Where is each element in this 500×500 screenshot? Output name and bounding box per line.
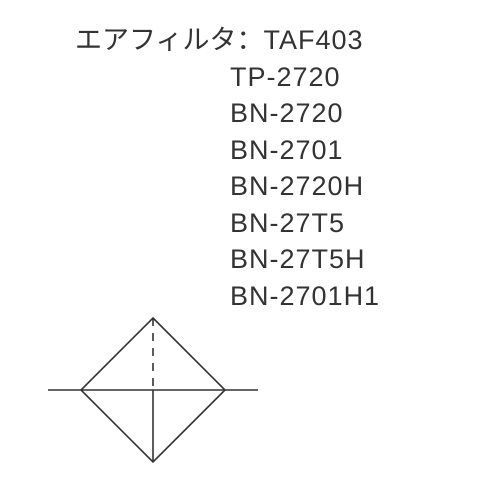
filter-symbol-svg — [38, 300, 268, 490]
model-item: BN-2720H — [75, 168, 475, 204]
spec-text-block: エアフィルタ：TAF403 TP-2720 BN-2720 BN-2701 BN… — [75, 18, 475, 314]
header-label: エアフィルタ — [75, 25, 236, 55]
header-separator: ： — [236, 25, 263, 55]
filter-symbol — [38, 300, 268, 490]
page-root: エアフィルタ：TAF403 TP-2720 BN-2720 BN-2701 BN… — [0, 0, 500, 500]
model-item: BN-27T5 — [75, 205, 475, 241]
model-item: BN-27T5H — [75, 241, 475, 277]
model-list: TP-2720 BN-2720 BN-2701 BN-2720H BN-27T5… — [75, 59, 475, 314]
model-item: BN-2720 — [75, 95, 475, 131]
model-item: TP-2720 — [75, 59, 475, 95]
header-value: TAF403 — [263, 25, 363, 55]
model-item: BN-2701 — [75, 132, 475, 168]
header-line: エアフィルタ：TAF403 — [75, 18, 475, 57]
